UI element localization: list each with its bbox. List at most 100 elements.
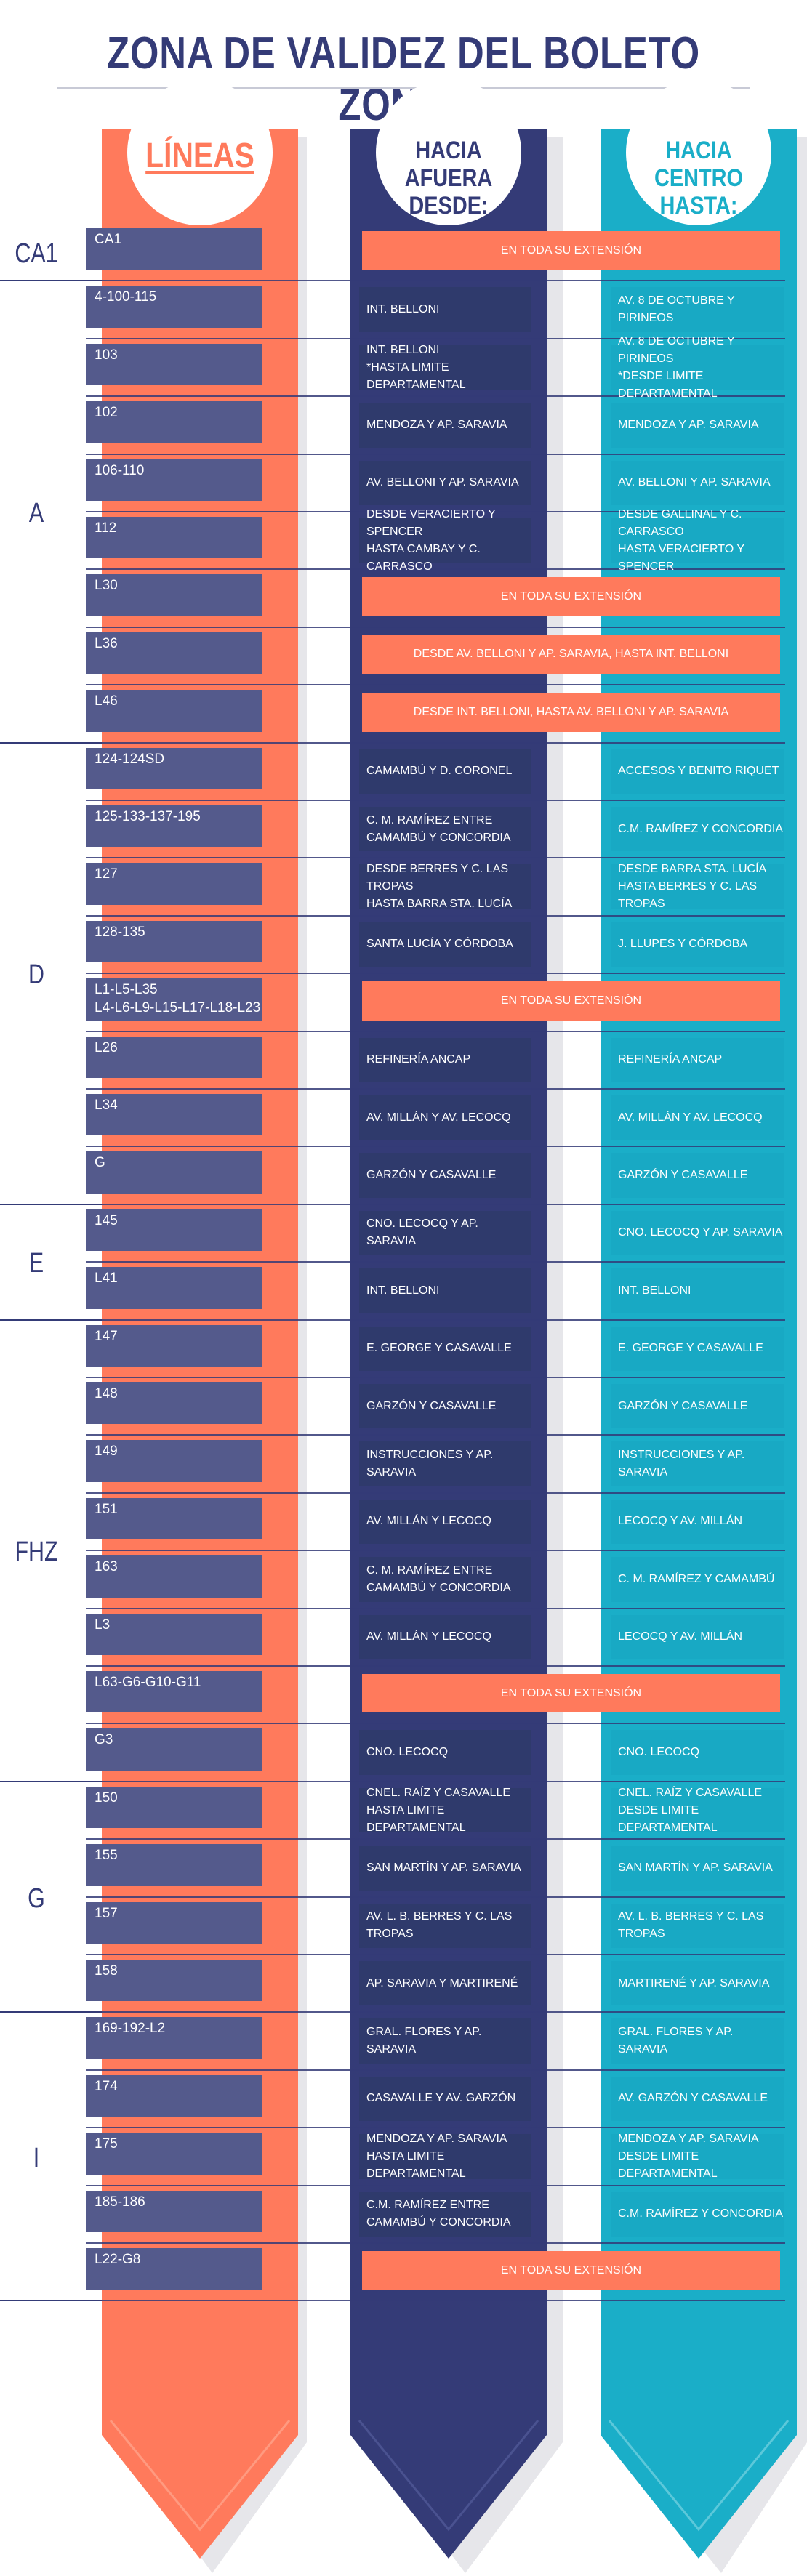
outward-cell: C. M. RAMÍREZ ENTRE CAMAMBÚ Y CONCORDIA (359, 1557, 531, 1602)
outward-cell: E. GEORGE Y CASAVALLE (359, 1326, 531, 1371)
inward-cell: INT. BELLONI (611, 1268, 784, 1313)
inward-column-chevron (608, 2420, 790, 2532)
line-number-box: 157 (86, 1901, 262, 1944)
line-number-box: 112 (86, 517, 262, 559)
line-number-box: 4-100-115 (86, 286, 262, 328)
line-number-box: 127 (86, 863, 262, 905)
row-divider (86, 1665, 785, 1667)
inward-cell: GARZÓN Y CASAVALLE (611, 1384, 784, 1429)
inward-cell: C.M. RAMÍREZ Y CONCORDIA (611, 2191, 784, 2237)
lines-header: LÍNEAS (138, 139, 262, 174)
line-number-box: 106-110 (86, 459, 262, 501)
inward-cell: MENDOZA Y AP. SARAVIA DESDE LIMITE DEPAR… (611, 2133, 784, 2180)
outward-cell: INSTRUCCIONES Y AP. SARAVIA (359, 1441, 531, 1486)
inward-cell: AV. BELLONI Y AP. SARAVIA (611, 460, 784, 505)
line-number-box: L22-G8 (86, 2248, 262, 2290)
inward-header-line2: HASTA: (659, 192, 738, 220)
line-number-box: L46 (86, 690, 262, 732)
title-underline (57, 87, 750, 89)
row-divider (86, 1954, 785, 1955)
row-divider (86, 2011, 785, 2013)
zone-separator (0, 1203, 102, 1205)
inward-cell: MARTIRENÉ Y AP. SARAVIA (611, 1961, 784, 2006)
zone-label: I (33, 2142, 40, 2173)
inward-cell: AV. 8 DE OCTUBRE Y PIRINEOS *DESDE LIMIT… (611, 335, 784, 400)
line-number-box: L34 (86, 1094, 262, 1136)
row-divider (86, 395, 785, 398)
zone-label: FHZ (15, 1537, 58, 1568)
outward-cell: MENDOZA Y AP. SARAVIA (359, 403, 531, 448)
inward-cell: MENDOZA Y AP. SARAVIA (611, 403, 784, 448)
outward-cell: AV. BELLONI Y AP. SARAVIA (359, 460, 531, 505)
line-number-box: 163 (86, 1555, 262, 1598)
zone-label: CA1 (15, 238, 58, 269)
outward-cell: CNEL. RAÍZ Y CASAVALLE HASTA LIMITE DEPA… (359, 1787, 531, 1834)
inward-cell: LECOCQ Y AV. MILLÁN (611, 1614, 784, 1659)
line-number-box: 175 (86, 2133, 262, 2175)
outward-header: HACIA AFUERA DESDE: (387, 137, 510, 220)
row-divider (86, 684, 785, 686)
line-number-box: L41 (86, 1267, 262, 1309)
line-number-box: 145 (86, 1209, 262, 1252)
outward-cell: DESDE BERRES Y C. LAS TROPAS HASTA BARRA… (359, 863, 531, 910)
inward-cell: INSTRUCCIONES Y AP. SARAVIA (611, 1441, 784, 1486)
line-number-box: L1-L5-L35 L4-L6-L9-L15-L17-L18-L23 (86, 978, 262, 1021)
outward-cell: MENDOZA Y AP. SARAVIA HASTA LIMITE DEPAR… (359, 2133, 531, 2180)
row-divider (86, 914, 785, 917)
line-number-box: L30 (86, 574, 262, 616)
inward-cell: SAN MARTÍN Y AP. SARAVIA (611, 1846, 784, 1891)
inward-cell: CNEL. RAÍZ Y CASAVALLE DESDE LIMITE DEPA… (611, 1787, 784, 1834)
outward-cell: CASAVALLE Y AV. GARZÓN (359, 2076, 531, 2122)
zone-separator (0, 280, 102, 282)
inward-cell: CNO. LECOCQ (611, 1730, 784, 1775)
outward-cell: AV. MILLÁN Y AV. LECOCQ (359, 1095, 531, 1140)
zone-separator (0, 1319, 102, 1321)
zone-label: A (28, 498, 44, 528)
outward-cell: GARZÓN Y CASAVALLE (359, 1384, 531, 1429)
inward-cell: CNO. LECOCQ Y AP. SARAVIA (611, 1210, 784, 1256)
inward-cell: DESDE GALLINAL Y C. CARRASCO HASTA VERAC… (611, 508, 784, 573)
lines-column-chevron (109, 2420, 291, 2532)
line-number-box: 155 (86, 1844, 262, 1886)
outward-cell: REFINERÍA ANCAP (359, 1037, 531, 1082)
row-divider (86, 2184, 785, 2186)
line-number-box: 174 (86, 2074, 262, 2117)
line-number-box: CA1 (86, 228, 262, 270)
zone-separator (0, 2011, 102, 2013)
inward-cell: ACCESOS Y BENITO RIQUET (611, 749, 784, 794)
outward-cell: SAN MARTÍN Y AP. SARAVIA (359, 1846, 531, 1891)
zone-label: G (28, 1883, 45, 1914)
row-divider (86, 1088, 785, 1090)
outward-cell: SANTA LUCÍA Y CÓRDOBA (359, 922, 531, 967)
line-number-box: 103 (86, 343, 262, 386)
line-number-box: 128-135 (86, 920, 262, 963)
full-extension-cell: EN TODA SU EXTENSIÓN (362, 577, 780, 616)
row-divider (86, 800, 785, 801)
inward-cell: DESDE BARRA STA. LUCÍA HASTA BERRES Y C.… (611, 863, 784, 910)
line-number-box: G3 (86, 1728, 262, 1771)
inward-cell: LECOCQ Y AV. MILLÁN (611, 1499, 784, 1545)
row-divider (86, 1434, 785, 1436)
row-divider (86, 453, 785, 455)
outward-cell: GARZÓN Y CASAVALLE (359, 1153, 531, 1198)
row-divider (86, 2242, 785, 2244)
outward-cell: CNO. LECOCQ Y AP. SARAVIA (359, 1210, 531, 1256)
line-number-box: 185-186 (86, 2190, 262, 2232)
lines-header-circle (127, 80, 273, 225)
row-divider (86, 1838, 785, 1840)
row-divider (86, 1203, 785, 1205)
row-divider (86, 568, 785, 571)
inward-header-circle (626, 80, 771, 225)
inward-cell: REFINERÍA ANCAP (611, 1037, 784, 1082)
outward-cell: AP. SARAVIA Y MARTIRENÉ (359, 1961, 531, 2006)
line-number-box: 158 (86, 1960, 262, 2002)
outward-cell: C.M. RAMÍREZ ENTRE CAMAMBÚ Y CONCORDIA (359, 2191, 531, 2237)
zone-separator (0, 741, 102, 744)
line-number-box: 149 (86, 1440, 262, 1482)
row-divider (86, 857, 785, 859)
full-extension-cell: EN TODA SU EXTENSIÓN (362, 2251, 780, 2290)
outward-header-line1: HACIA AFUERA (404, 137, 493, 192)
row-divider (86, 741, 785, 744)
zone-separator (0, 2300, 102, 2302)
